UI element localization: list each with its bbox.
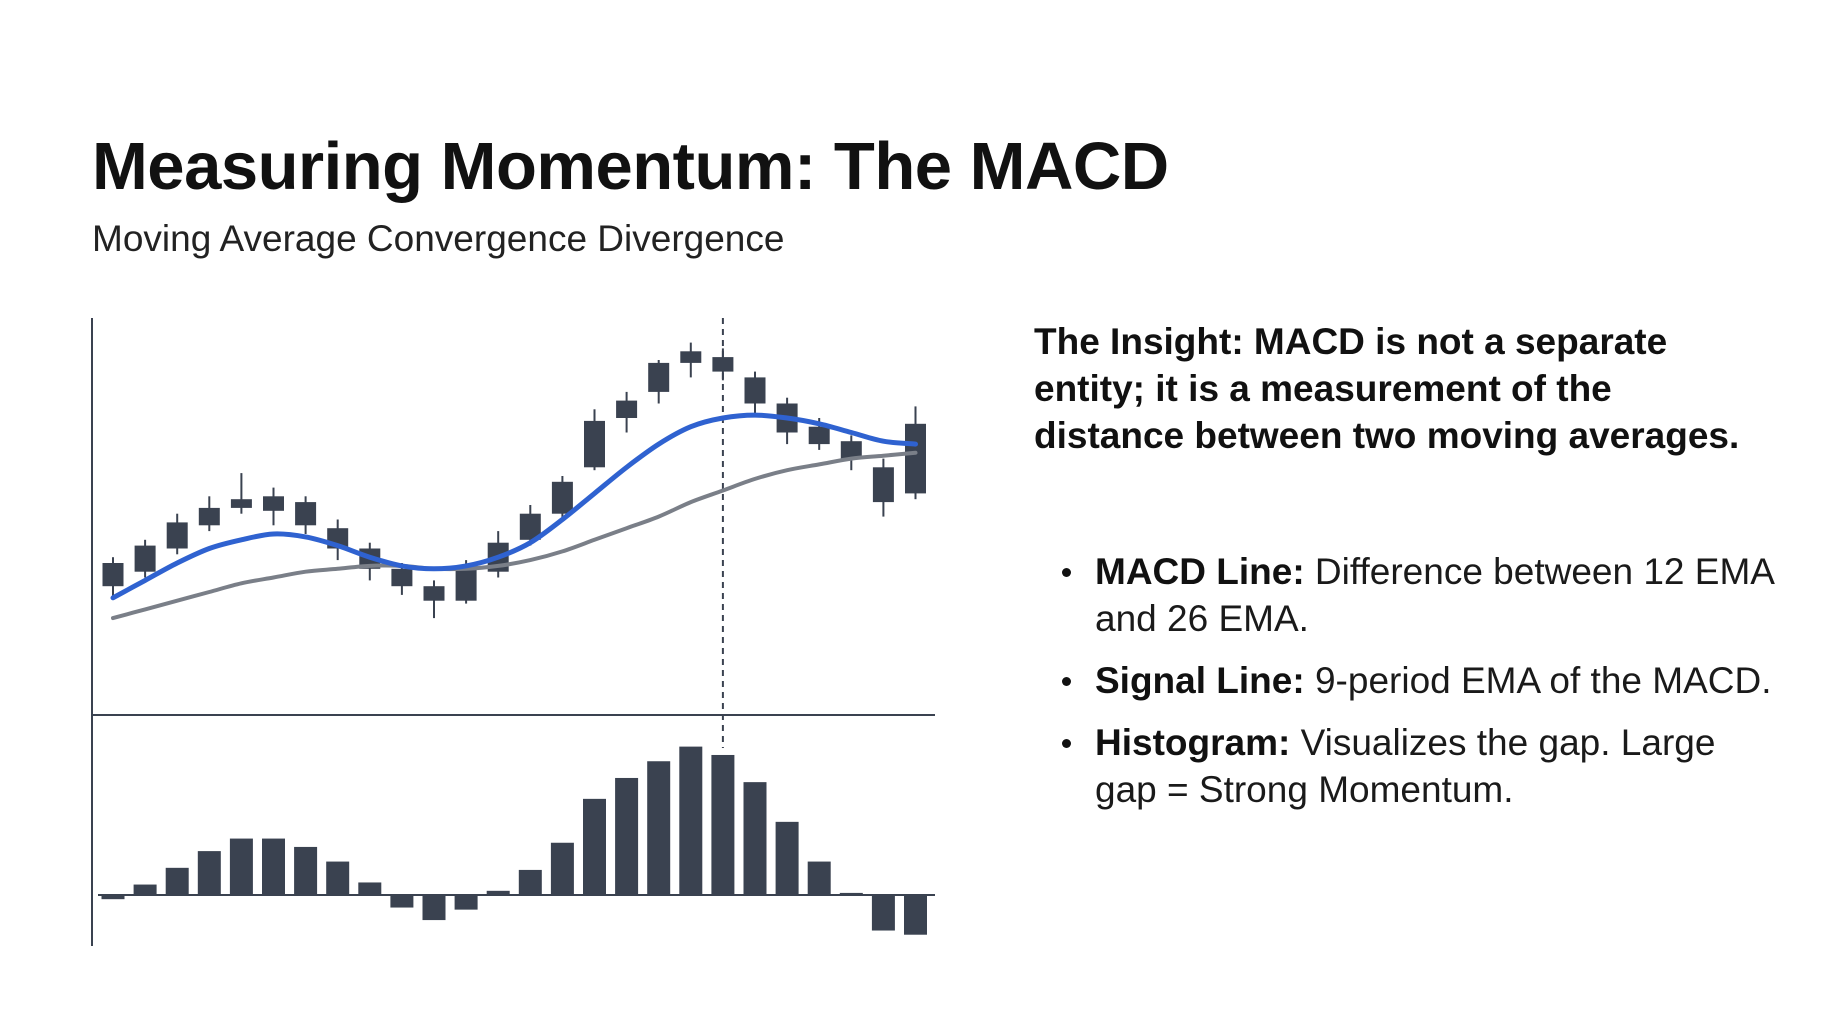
histogram-bar xyxy=(486,890,510,895)
histogram-bar xyxy=(262,838,285,895)
candle-body xyxy=(712,357,734,372)
candle-body xyxy=(808,426,830,445)
bullet-text: Visualizes the gap. Large gap = Strong M… xyxy=(1095,722,1716,810)
histogram-bar xyxy=(358,882,382,895)
bullet-histogram: Histogram: Visualizes the gap. Large gap… xyxy=(1062,719,1782,813)
candle-body xyxy=(519,513,541,540)
histogram-bar xyxy=(101,895,125,900)
bullet-macd-line: MACD Line: Difference between 12 EMA and… xyxy=(1062,548,1782,642)
histogram-bar xyxy=(165,867,189,895)
histogram-bar xyxy=(743,782,767,895)
candle-body xyxy=(230,499,252,508)
bullet-term: Histogram: xyxy=(1095,722,1291,763)
histogram-bar xyxy=(904,895,927,935)
candle-body xyxy=(744,377,766,404)
candle-body xyxy=(263,496,284,511)
histogram-bar xyxy=(583,798,606,895)
histogram-bar xyxy=(839,892,863,895)
candle-body xyxy=(648,362,670,392)
histogram-bar xyxy=(454,895,478,910)
histogram-bar xyxy=(390,895,414,908)
bullet-text: Difference between 12 EMA and 26 EMA. xyxy=(1095,551,1773,639)
signal-line xyxy=(111,450,918,621)
histogram-bar xyxy=(647,761,671,895)
candle-body xyxy=(295,502,317,526)
page-title: Measuring Momentum: The MACD xyxy=(92,129,1169,204)
histogram-bar xyxy=(550,842,574,895)
candle-body xyxy=(872,467,894,503)
candle-body xyxy=(198,507,220,526)
histogram-bar xyxy=(133,884,157,895)
candle-body xyxy=(616,400,638,418)
histogram-bar xyxy=(807,861,831,895)
candle-body xyxy=(166,522,188,549)
histogram-bar xyxy=(518,869,542,895)
histogram-bar xyxy=(775,821,799,895)
histogram-bar xyxy=(711,754,735,895)
macd-line xyxy=(110,412,918,601)
histogram-bar xyxy=(197,851,221,895)
candle-body xyxy=(551,481,573,514)
candle-body xyxy=(584,420,605,468)
page-subtitle: Moving Average Convergence Divergence xyxy=(92,218,785,259)
histogram-bar xyxy=(615,777,639,895)
histogram-bar xyxy=(229,838,253,895)
histogram-bar xyxy=(679,746,703,895)
bullet-text: 9-period EMA of the MACD. xyxy=(1304,660,1772,701)
candle-body xyxy=(102,563,124,587)
histogram-bar xyxy=(294,846,318,895)
candle-body xyxy=(134,545,156,572)
candle-body xyxy=(840,441,862,459)
bullet-signal-line: Signal Line: 9-period EMA of the MACD. xyxy=(1062,657,1782,704)
bullet-term: Signal Line: xyxy=(1095,660,1305,701)
candle-body xyxy=(680,351,702,363)
candle-body xyxy=(455,565,477,601)
histogram-bar xyxy=(871,895,895,931)
candle-body xyxy=(391,568,413,587)
bullet-term: MACD Line: xyxy=(1095,551,1305,592)
bullet-list: MACD Line: Difference between 12 EMA and… xyxy=(1062,548,1782,828)
insight-text: The Insight: MACD is not a separate enti… xyxy=(1034,321,1740,456)
histogram-bar xyxy=(422,895,446,921)
histogram-bar xyxy=(326,861,350,895)
candle-body xyxy=(905,423,926,494)
candle-body xyxy=(423,586,445,601)
